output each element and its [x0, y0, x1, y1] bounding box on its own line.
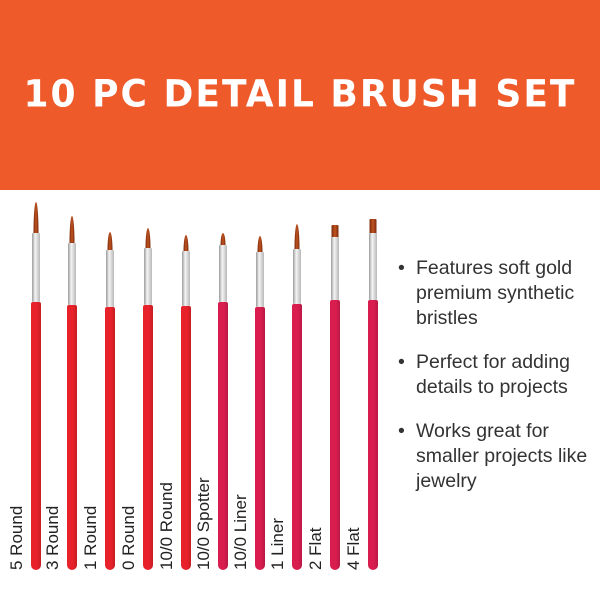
header-banner: 10 PC DETAIL BRUSH SET: [0, 0, 600, 190]
bristle-tip: [33, 202, 39, 235]
brush-handle: [330, 300, 340, 570]
page-title: 10 PC DETAIL BRUSH SET: [23, 72, 577, 117]
brush-label: 4 Flat: [344, 527, 363, 570]
feature-text: Features soft gold premium synthetic bri…: [416, 257, 575, 329]
feature-text: Works great for smaller projects like je…: [416, 420, 588, 492]
ferrule: [144, 248, 152, 305]
brush-label: 2 Flat: [306, 527, 325, 570]
brush: [329, 190, 341, 570]
bullet-icon: •: [398, 420, 405, 442]
brush-handle: [31, 302, 41, 570]
brush-label: 3 Round: [43, 505, 62, 570]
brush-handle: [292, 304, 302, 570]
bristle-tip: [220, 233, 226, 247]
brush-label: 1 Liner: [268, 518, 287, 570]
brush: [367, 190, 379, 570]
brush: [30, 190, 42, 570]
brush-label: 10/0 Round: [157, 482, 176, 570]
ferrule: [219, 245, 227, 302]
brush-handle: [368, 300, 378, 570]
brush: [180, 190, 192, 570]
ferrule: [106, 250, 114, 307]
brush-handle: [143, 305, 153, 570]
bristle-tip: [294, 224, 300, 251]
brush-set-image: 5 Round 3 Round 1 Round 0 Round 10/0 Round 10…: [0, 190, 400, 600]
brush-handle: [105, 307, 115, 570]
bullet-icon: •: [398, 351, 405, 373]
bristle-tip: [69, 216, 75, 245]
ferrule: [256, 252, 264, 307]
ferrule: [369, 233, 377, 300]
bristle-tip: [257, 236, 263, 254]
ferrule: [182, 251, 190, 306]
bullet-icon: •: [398, 257, 405, 279]
bristle-tip: [145, 228, 151, 250]
brush: [142, 190, 154, 570]
brush: [104, 190, 116, 570]
brush-label: 10/0 Spotter: [194, 477, 213, 570]
feature-text: Perfect for adding details to projects: [416, 351, 570, 398]
ferrule: [293, 249, 301, 304]
bristle-tip: [369, 219, 377, 235]
brush-handle: [181, 306, 191, 570]
brush-handle: [255, 307, 265, 570]
brush: [254, 190, 266, 570]
brush: [217, 190, 229, 570]
feature-item: • Works great for smaller projects like j…: [398, 419, 598, 494]
brush-label: 10/0 Liner: [231, 494, 250, 570]
bristle-tip: [107, 232, 113, 252]
brush-label: 5 Round: [7, 505, 26, 570]
brush-handle: [218, 302, 228, 570]
brush-label: 1 Round: [81, 505, 100, 570]
feature-list: • Features soft gold premium synthetic br…: [398, 256, 598, 513]
brush-handle: [67, 305, 77, 570]
ferrule: [331, 237, 339, 300]
bristle-tip: [183, 235, 189, 253]
feature-item: • Perfect for adding details to projects: [398, 350, 598, 400]
brush: [66, 190, 78, 570]
ferrule: [68, 243, 76, 305]
ferrule: [32, 233, 40, 302]
feature-item: • Features soft gold premium synthetic br…: [398, 256, 598, 331]
brush: [291, 190, 303, 570]
brush-label: 0 Round: [119, 505, 138, 570]
bristle-tip: [331, 225, 339, 239]
